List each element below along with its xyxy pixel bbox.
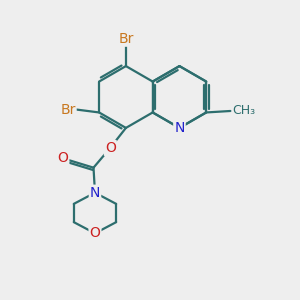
Text: O: O xyxy=(105,141,116,155)
Text: CH₃: CH₃ xyxy=(233,104,256,118)
Text: O: O xyxy=(57,151,68,165)
Text: Br: Br xyxy=(118,32,134,46)
Text: O: O xyxy=(89,226,100,240)
Text: Br: Br xyxy=(60,103,76,116)
Text: N: N xyxy=(174,121,184,135)
Text: N: N xyxy=(90,186,100,200)
